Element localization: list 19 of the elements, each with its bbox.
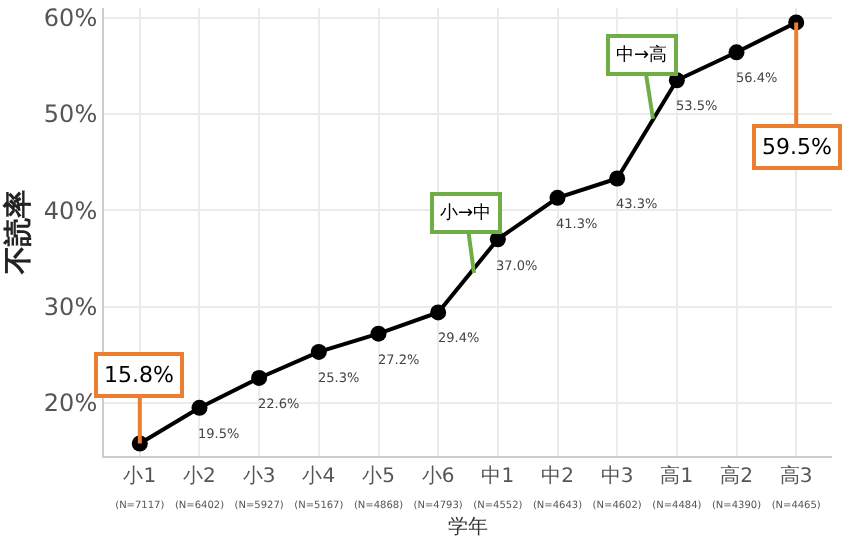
y-tick-label: 60% — [43, 4, 98, 33]
x-axis-title: 学年 — [448, 515, 488, 539]
y-axis-title: 不読率 — [1, 190, 36, 276]
point — [370, 325, 387, 342]
point — [549, 189, 566, 206]
point — [251, 369, 268, 386]
point — [310, 343, 327, 360]
data-label: 59.5% — [762, 134, 832, 160]
y-tick-label: 40% — [43, 196, 98, 225]
y-tick-label: 50% — [43, 100, 98, 129]
annotation: 中→高 — [616, 44, 668, 66]
y-tick-label: 30% — [43, 293, 98, 322]
point — [728, 44, 745, 61]
annotation: 小→中 — [440, 202, 492, 224]
y-tick-label: 20% — [43, 389, 98, 418]
data-label: 15.8% — [104, 362, 174, 388]
point — [609, 170, 626, 187]
point — [191, 399, 208, 416]
point — [430, 304, 447, 321]
